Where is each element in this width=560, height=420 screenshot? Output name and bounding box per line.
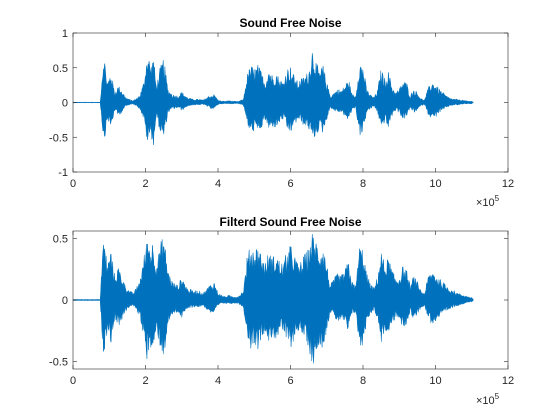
x-tick-label: 0: [70, 178, 76, 190]
subplot-top-xticks: 0 2 4 6 8 10 12: [70, 33, 514, 190]
subplot-top-title: Sound Free Noise: [239, 16, 341, 30]
subplot-bottom: Filterd Sound Free Noise 0 2 4 6 8 10 12 -0.50…: [49, 215, 514, 407]
y-tick-label: 0.5: [53, 233, 68, 245]
y-tick-label: 0.5: [53, 63, 68, 75]
subplot-bottom-x-exponent: ×105: [476, 392, 500, 407]
x-tick-label: 10: [429, 178, 441, 190]
x-tick-label: 12: [502, 375, 514, 387]
y-tick-label: -1: [58, 167, 68, 179]
x-tick-label: 6: [287, 178, 293, 190]
subplot-bottom-waveform: [72, 234, 474, 364]
x-tick-label: 8: [360, 375, 366, 387]
y-tick-label: 0: [62, 295, 68, 307]
x-tick-label: 0: [70, 375, 76, 387]
subplot-top-yticks: -1 -0.5 0 0.5 1: [49, 28, 508, 179]
y-tick-label: -0.5: [49, 357, 68, 369]
subplot-bottom-yticks: -0.5 0 0.5: [49, 233, 508, 369]
y-tick-label: 1: [62, 28, 68, 40]
x-tick-label: 2: [142, 375, 148, 387]
x-tick-label: 10: [429, 375, 441, 387]
x-tick-label: 4: [215, 375, 221, 387]
x-tick-label: 4: [215, 178, 221, 190]
subplot-top-waveform: [72, 53, 474, 145]
subplot-bottom-xticks: 0 2 4 6 8 10 12: [70, 231, 514, 387]
subplot-bottom-title: Filterd Sound Free Noise: [219, 215, 361, 229]
x-tick-label: 6: [287, 375, 293, 387]
x-tick-label: 2: [142, 178, 148, 190]
subplot-top: Sound Free Noise 0 2 4 6 8 10 12 -1 -0.5 0 0.5 1 ×…: [49, 16, 514, 209]
subplot-top-x-exponent: ×105: [476, 194, 500, 209]
y-tick-label: 0: [62, 98, 68, 110]
x-tick-label: 12: [502, 178, 514, 190]
x-tick-label: 8: [360, 178, 366, 190]
y-tick-label: -0.5: [49, 132, 68, 144]
